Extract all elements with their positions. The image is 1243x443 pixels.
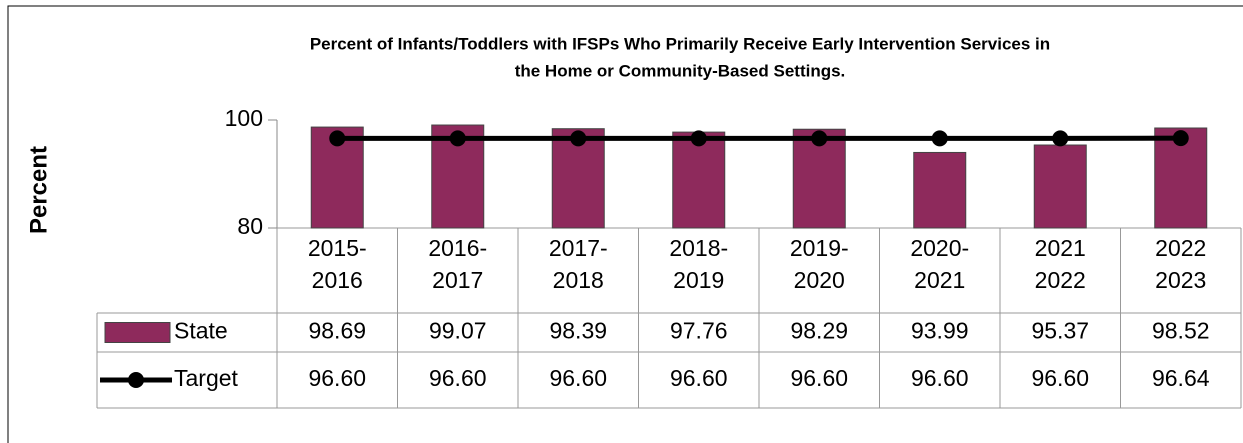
table-value: 99.07 xyxy=(429,318,487,344)
legend-label: Target xyxy=(174,365,239,391)
table-value: 96.60 xyxy=(429,365,487,391)
x-tick-label: 2017 xyxy=(432,267,483,293)
y-tick-label: 100 xyxy=(225,105,263,131)
x-tick-label: 2019- xyxy=(790,235,849,261)
legend-label: State xyxy=(174,318,228,344)
table-value: 96.64 xyxy=(1152,365,1210,391)
legend-marker xyxy=(128,372,144,388)
legend-swatch xyxy=(104,322,171,343)
marker xyxy=(570,130,587,147)
x-tick-label: 2016 xyxy=(312,267,363,293)
table-value: 96.60 xyxy=(549,365,607,391)
x-tick-label: 2020- xyxy=(910,235,969,261)
table-value: 95.37 xyxy=(1031,318,1089,344)
bar xyxy=(672,131,726,229)
x-tick-label: 2016- xyxy=(428,235,487,261)
table-value: 96.60 xyxy=(911,365,969,391)
table-value: 96.60 xyxy=(670,365,728,391)
bar xyxy=(1033,144,1087,229)
x-tick-label: 2018 xyxy=(553,267,604,293)
x-tick-label: 2021 xyxy=(1035,235,1086,261)
x-tick-label: 2019 xyxy=(673,267,724,293)
table-value: 98.39 xyxy=(549,318,607,344)
table-value: 98.52 xyxy=(1152,318,1210,344)
marker xyxy=(1172,130,1189,147)
x-tick-label: 2020 xyxy=(794,267,845,293)
table-value: 96.60 xyxy=(790,365,848,391)
table-value: 98.29 xyxy=(790,318,848,344)
x-tick-label: 2022 xyxy=(1155,235,1206,261)
y-tick-label: 80 xyxy=(237,213,263,239)
marker xyxy=(1052,130,1069,147)
marker xyxy=(449,130,466,147)
x-tick-label: 2017- xyxy=(549,235,608,261)
table-value: 93.99 xyxy=(911,318,969,344)
table-value: 96.60 xyxy=(1031,365,1089,391)
marker xyxy=(811,130,828,147)
x-tick-label: 2021 xyxy=(914,267,965,293)
marker xyxy=(931,130,948,147)
bar xyxy=(913,151,967,229)
x-tick-label: 2015- xyxy=(308,235,367,261)
y-axis-label: Percent xyxy=(25,146,52,234)
chart-title: Percent of Infants/Toddlers with IFSPs W… xyxy=(310,34,1050,53)
table-value: 98.69 xyxy=(308,318,366,344)
table-value: 97.76 xyxy=(670,318,728,344)
x-tick-label: 2022 xyxy=(1035,267,1086,293)
marker xyxy=(329,130,346,147)
table-value: 96.60 xyxy=(308,365,366,391)
x-tick-label: 2023 xyxy=(1155,267,1206,293)
x-tick-label: 2018- xyxy=(669,235,728,261)
marker xyxy=(690,130,707,147)
chart-title: the Home or Community-Based Settings. xyxy=(515,61,846,80)
frame xyxy=(7,5,1243,443)
